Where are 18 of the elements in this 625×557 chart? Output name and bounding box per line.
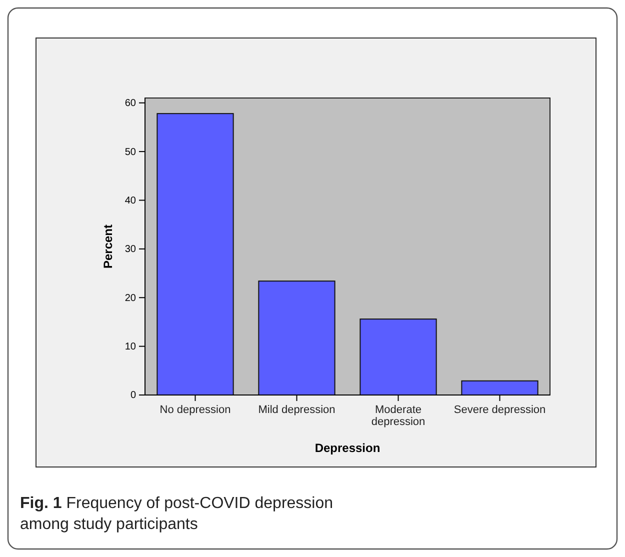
x-axis-title: Depression — [314, 441, 380, 455]
bar — [156, 113, 234, 396]
y-tick-label: 10 — [124, 342, 136, 353]
y-tick-label: 30 — [124, 244, 136, 256]
x-tick-label: Severe depression — [454, 404, 546, 416]
y-tick-label: 60 — [124, 98, 136, 110]
y-axis-title: Percent — [101, 224, 115, 269]
bar — [461, 380, 538, 396]
y-tick-label: 20 — [124, 292, 136, 304]
y-tick-label: 0 — [130, 390, 136, 402]
x-tick-label: Mild depression — [258, 404, 336, 416]
x-tick-label: No depression — [160, 404, 231, 416]
caption: Fig. 1 Frequency of post-COVID depression among study participants — [20, 495, 334, 533]
y-tick-label: 50 — [124, 146, 136, 158]
y-tick-label: 40 — [124, 195, 136, 206]
bar — [360, 318, 437, 396]
x-tick-label: Moderate depression — [371, 404, 426, 428]
bar — [258, 280, 336, 396]
